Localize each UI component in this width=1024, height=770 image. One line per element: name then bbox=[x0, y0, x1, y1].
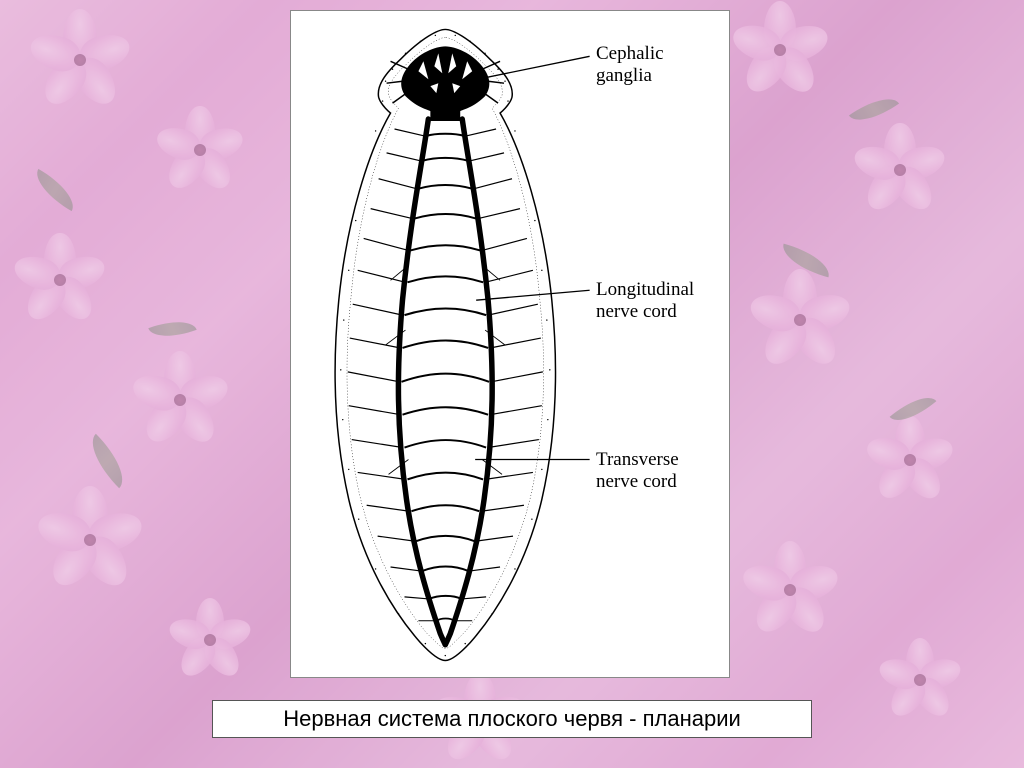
caption-text: Нервная система плоского червя - планари… bbox=[283, 706, 741, 732]
label-transverse-nerve-cord: Transversenerve cord bbox=[596, 449, 679, 493]
label-cephalic-ganglia: Cephalicganglia bbox=[596, 43, 664, 87]
left-nerve-cord bbox=[398, 119, 445, 645]
planarian-diagram bbox=[291, 11, 729, 677]
label-longitudinal-nerve-cord: Longitudinalnerve cord bbox=[596, 279, 694, 323]
caption-box: Нервная система плоского червя - планари… bbox=[212, 700, 812, 738]
transverse-nerves bbox=[348, 129, 543, 621]
cephalic-ganglia bbox=[387, 46, 504, 121]
stipple-texture bbox=[340, 35, 550, 657]
label-leaders bbox=[458, 56, 589, 459]
right-nerve-cord bbox=[445, 119, 492, 645]
diagram-panel: Cephalicganglia Longitudinalnerve cord T… bbox=[290, 10, 730, 678]
